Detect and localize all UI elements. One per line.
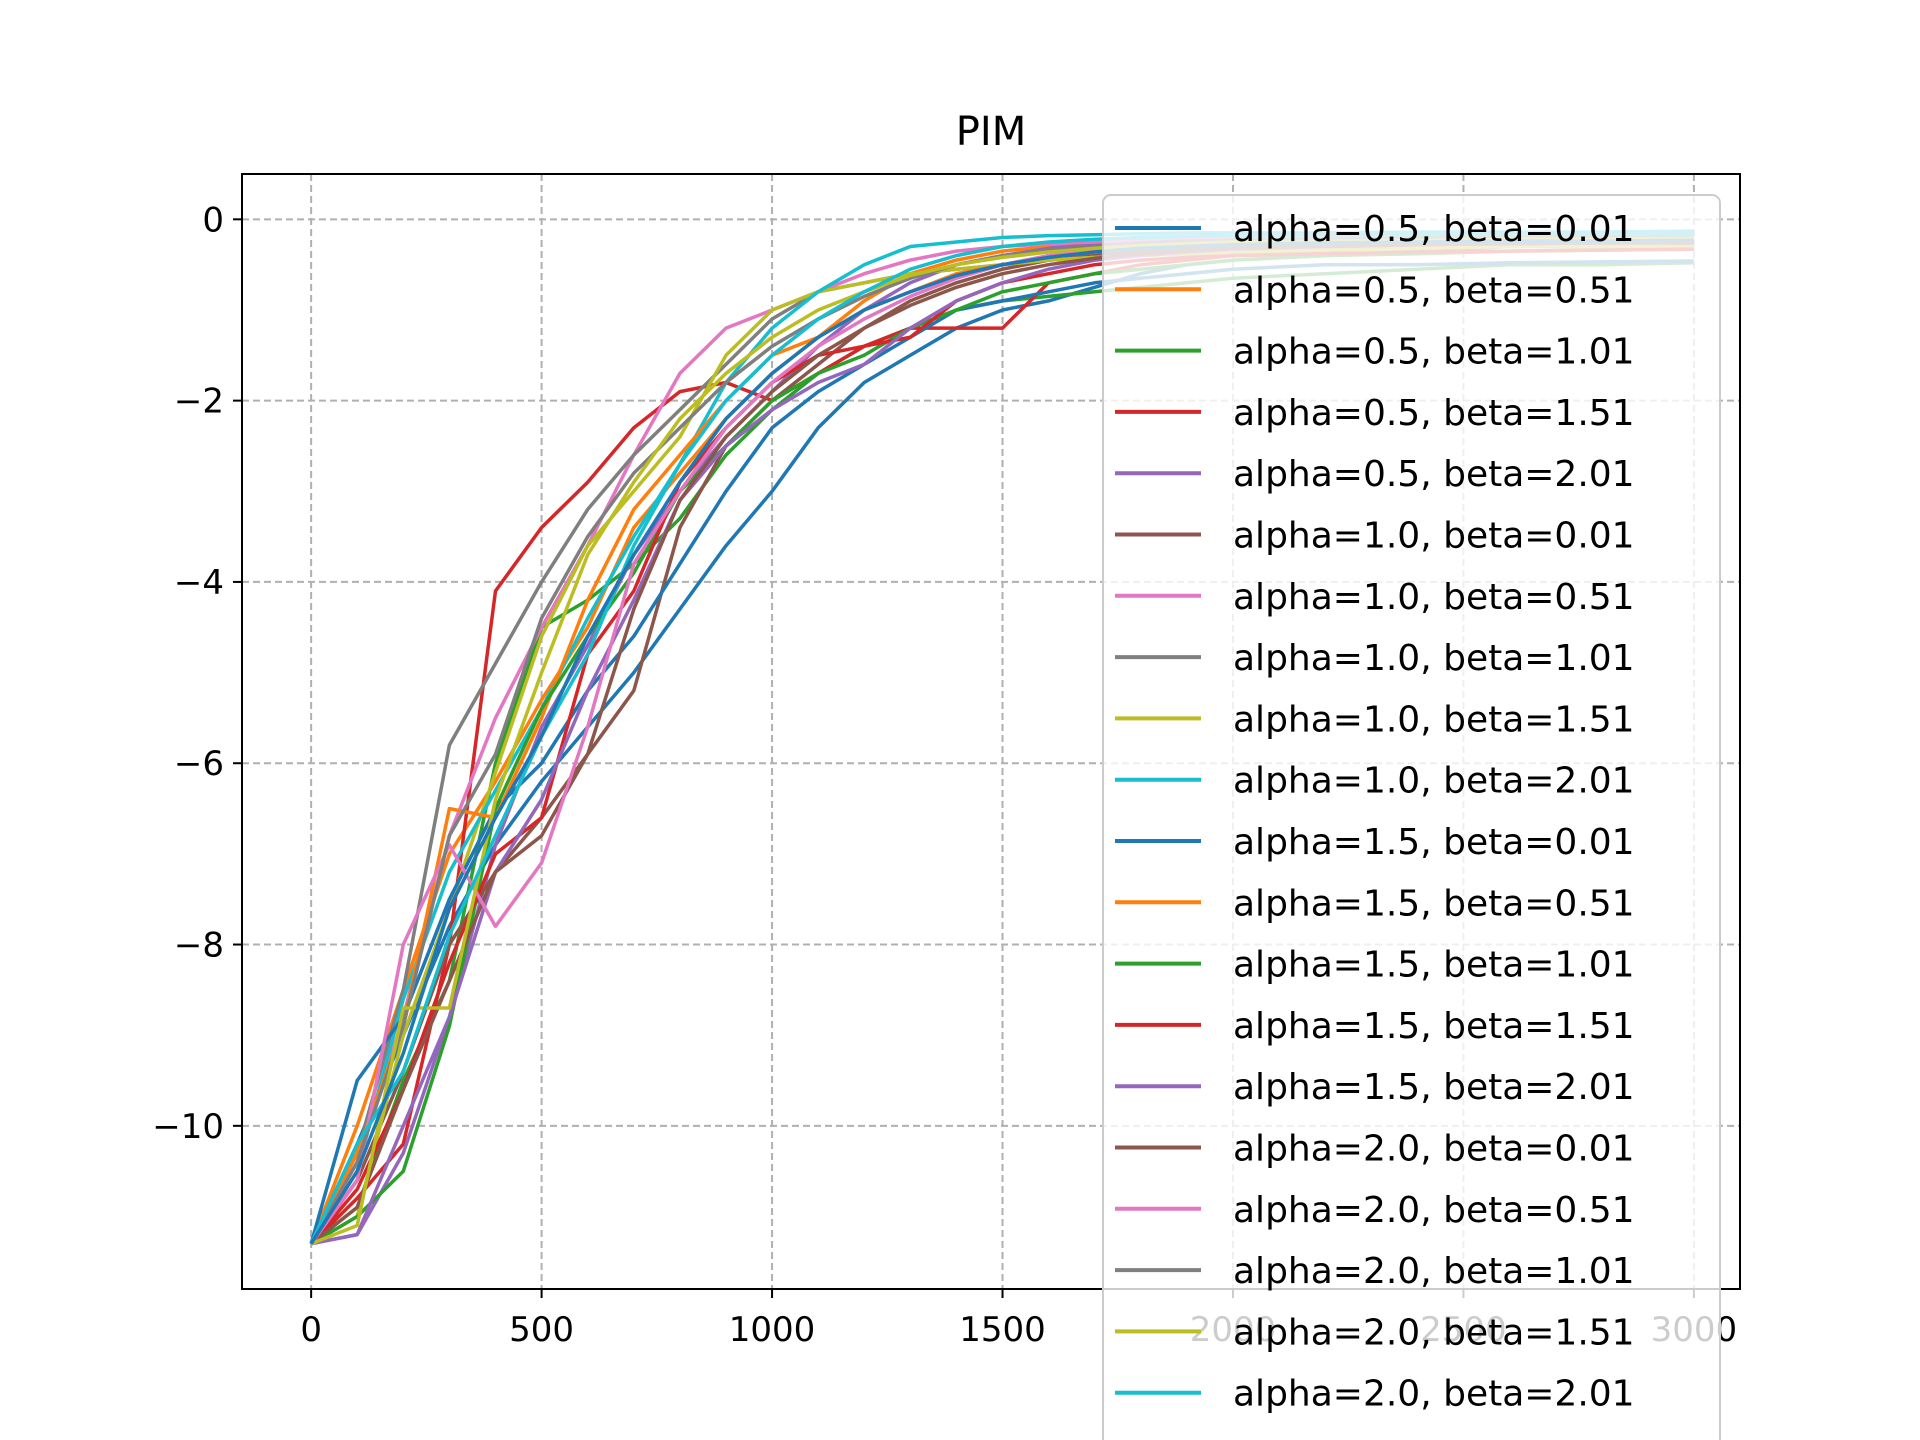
legend-label: alpha=2.0, beta=0.51 (1233, 1190, 1635, 1231)
legend-label: alpha=1.0, beta=2.01 (1233, 761, 1635, 802)
chart-title: PIM (956, 109, 1026, 155)
legend-label: alpha=1.0, beta=0.01 (1233, 516, 1635, 557)
legend-label: alpha=2.0, beta=2.01 (1233, 1374, 1635, 1415)
legend-label: alpha=1.0, beta=0.51 (1233, 577, 1635, 618)
legend-label: alpha=1.5, beta=0.01 (1233, 822, 1635, 863)
y-tick-label: −6 (174, 744, 224, 784)
legend-label: alpha=2.0, beta=0.01 (1233, 1129, 1635, 1170)
legend-label: alpha=1.5, beta=1.51 (1233, 1006, 1635, 1047)
legend-label: alpha=0.5, beta=1.01 (1233, 332, 1635, 373)
y-tick-label: −2 (174, 382, 224, 422)
x-tick-label: 500 (509, 1310, 574, 1350)
y-tick-label: −4 (174, 563, 224, 603)
y-tick-label: 0 (202, 200, 224, 240)
plot-frame (241, 173, 1741, 1290)
legend-label: alpha=1.5, beta=2.01 (1233, 1067, 1635, 1108)
legend-label: alpha=1.5, beta=1.01 (1233, 945, 1635, 986)
legend-label: alpha=0.5, beta=1.51 (1233, 393, 1635, 434)
x-tick-label: 1500 (959, 1310, 1046, 1350)
y-tick-label: −8 (174, 926, 224, 966)
legend-label: alpha=1.0, beta=1.51 (1233, 699, 1635, 740)
y-tick-label: −10 (152, 1107, 224, 1147)
x-tick-label: 1000 (729, 1310, 816, 1350)
x-tick-label: 0 (300, 1310, 322, 1350)
legend-label: alpha=2.0, beta=1.51 (1233, 1312, 1635, 1353)
legend-label: alpha=0.5, beta=2.01 (1233, 454, 1635, 495)
legend-label: alpha=2.5, beta=0.01 (1233, 1435, 1635, 1440)
legend-label: alpha=1.5, beta=0.51 (1233, 883, 1635, 924)
legend-box (1102, 194, 1721, 1440)
legend-label: alpha=0.5, beta=0.51 (1233, 270, 1635, 311)
legend-label: alpha=0.5, beta=0.01 (1233, 209, 1635, 250)
legend-label: alpha=1.0, beta=1.01 (1233, 638, 1635, 679)
legend: alpha=0.5, beta=0.01 alpha=0.5, beta=0.51… (1102, 194, 1721, 1440)
legend-label: alpha=2.0, beta=1.01 (1233, 1251, 1635, 1292)
